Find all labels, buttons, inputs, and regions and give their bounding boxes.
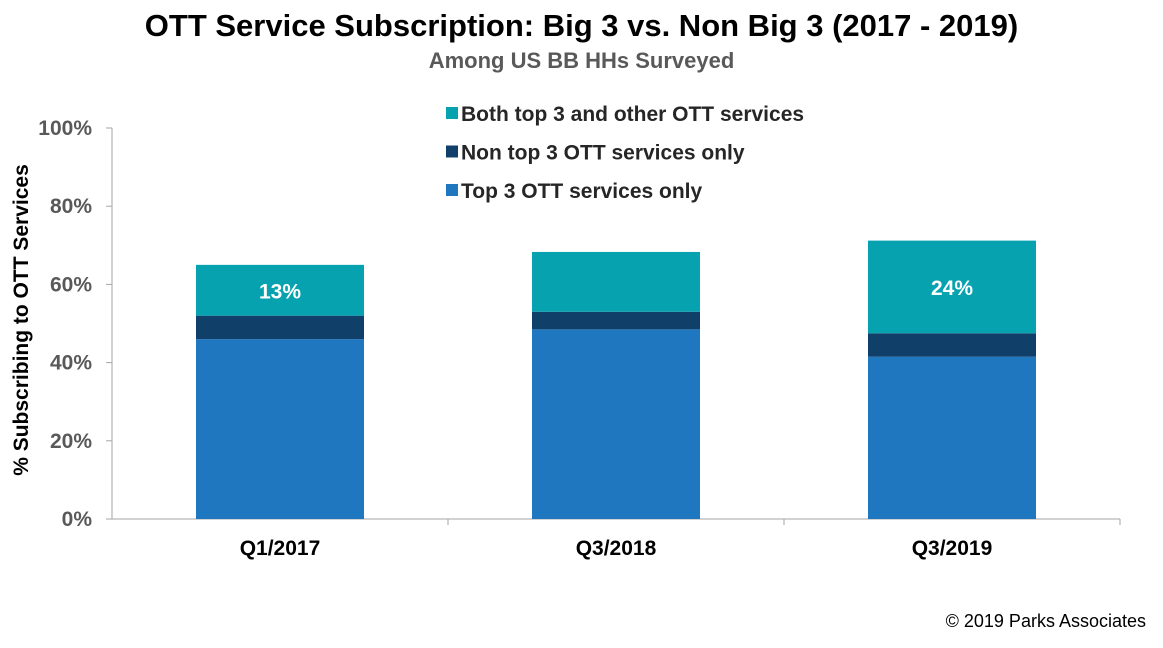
bar-segment	[868, 333, 1036, 357]
legend-label: Top 3 OTT services only	[461, 180, 703, 203]
bar-segment	[196, 339, 364, 519]
y-tick-label: 60%	[50, 273, 92, 296]
chart-title: OTT Service Subscription: Big 3 vs. Non …	[144, 8, 1019, 43]
y-tick-label: 40%	[50, 352, 92, 375]
data-label: 24%	[931, 277, 973, 300]
x-tick-label: Q3/2019	[912, 537, 993, 560]
y-tick-label: 0%	[62, 508, 93, 531]
legend-label: Non top 3 OTT services only	[461, 142, 745, 165]
chart-subtitle: Among US BB HHs Surveyed	[428, 48, 735, 73]
x-tick-label: Q3/2018	[576, 537, 657, 560]
legend-swatch	[446, 145, 458, 158]
legend-swatch	[446, 184, 458, 196]
y-tick-label: 100%	[38, 117, 92, 140]
bar-segment	[532, 311, 700, 330]
bar-segment	[196, 315, 364, 340]
copyright-notice: © 2019 Parks Associates	[945, 611, 1146, 631]
bar-segment	[868, 240, 1036, 334]
bar-segment	[532, 251, 700, 312]
bar-segment	[868, 356, 1036, 519]
data-label: 13%	[259, 280, 301, 303]
legend-swatch	[446, 107, 458, 119]
bar-segment	[532, 329, 700, 519]
y-tick-label: 80%	[50, 195, 92, 218]
legend-label: Both top 3 and other OTT services	[461, 103, 804, 126]
y-tick-label: 20%	[50, 430, 92, 453]
bar-segment	[196, 264, 364, 316]
x-tick-label: Q1/2017	[240, 537, 321, 560]
